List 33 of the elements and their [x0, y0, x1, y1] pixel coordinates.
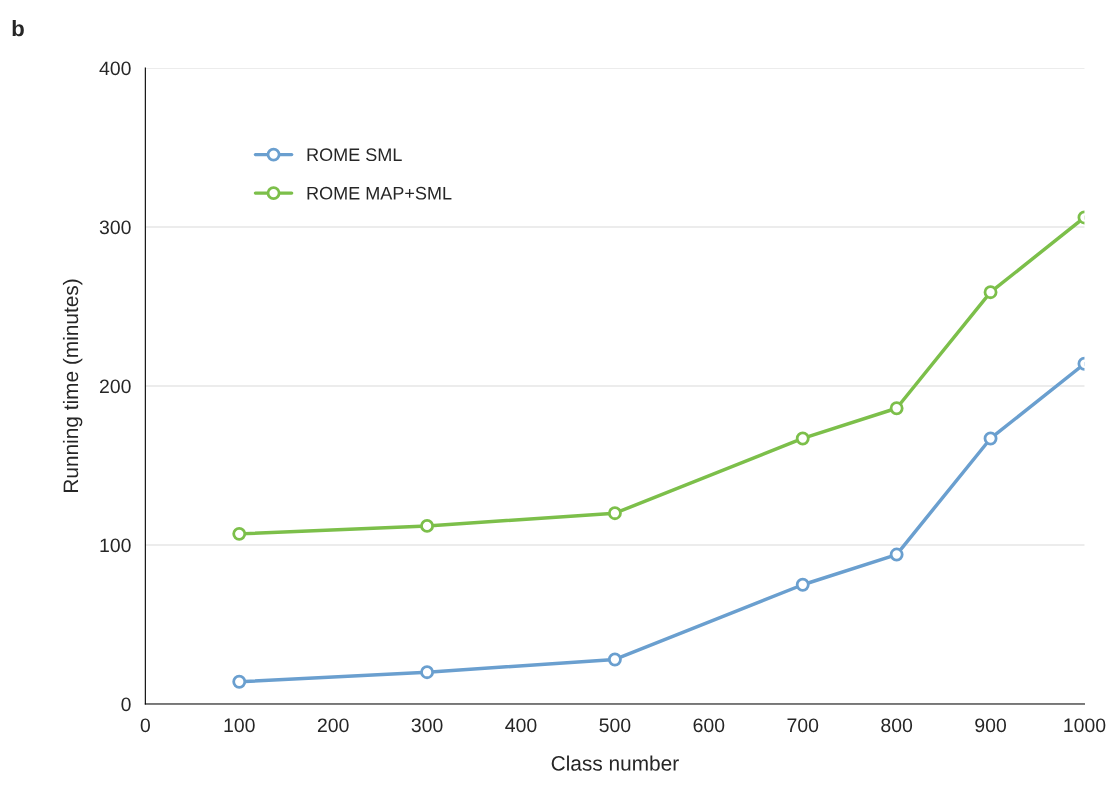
point — [607, 506, 622, 521]
legend-label: ROME MAP+SML — [307, 186, 452, 200]
x-tick-label: 900 — [975, 718, 1007, 733]
point — [607, 652, 622, 667]
point — [983, 431, 998, 446]
point — [983, 285, 998, 300]
point — [232, 526, 247, 541]
x-tick-label: 200 — [317, 718, 349, 733]
point — [795, 431, 810, 446]
y-tick-label: 400 — [99, 61, 131, 76]
x-tick-label: 500 — [599, 718, 631, 733]
x-tick-label: 1000 — [1064, 718, 1106, 733]
y-tick-label: 0 — [121, 697, 131, 712]
x-tick-label: 700 — [787, 718, 819, 733]
y-axis-title: Running time (minutes) — [62, 279, 83, 492]
x-axis-title: Class number — [551, 755, 679, 771]
text: b — [12, 20, 24, 37]
point — [420, 518, 435, 533]
x-tick-label: 800 — [881, 718, 913, 733]
point — [795, 577, 810, 592]
point — [232, 674, 247, 689]
point — [889, 401, 904, 416]
point — [420, 665, 435, 680]
y-tick-label: 200 — [99, 379, 131, 394]
x-tick-label: 100 — [224, 718, 255, 733]
legend-label: ROME SML — [307, 148, 402, 162]
y-tick-label: 100 — [100, 538, 131, 553]
x-tick-label: 600 — [693, 718, 725, 733]
x-tick-label: 400 — [505, 718, 537, 733]
y-tick-label: 300 — [99, 220, 131, 235]
x-tick-label: 300 — [411, 718, 443, 733]
point — [889, 547, 904, 562]
x-tick-label: 0 — [140, 718, 150, 733]
